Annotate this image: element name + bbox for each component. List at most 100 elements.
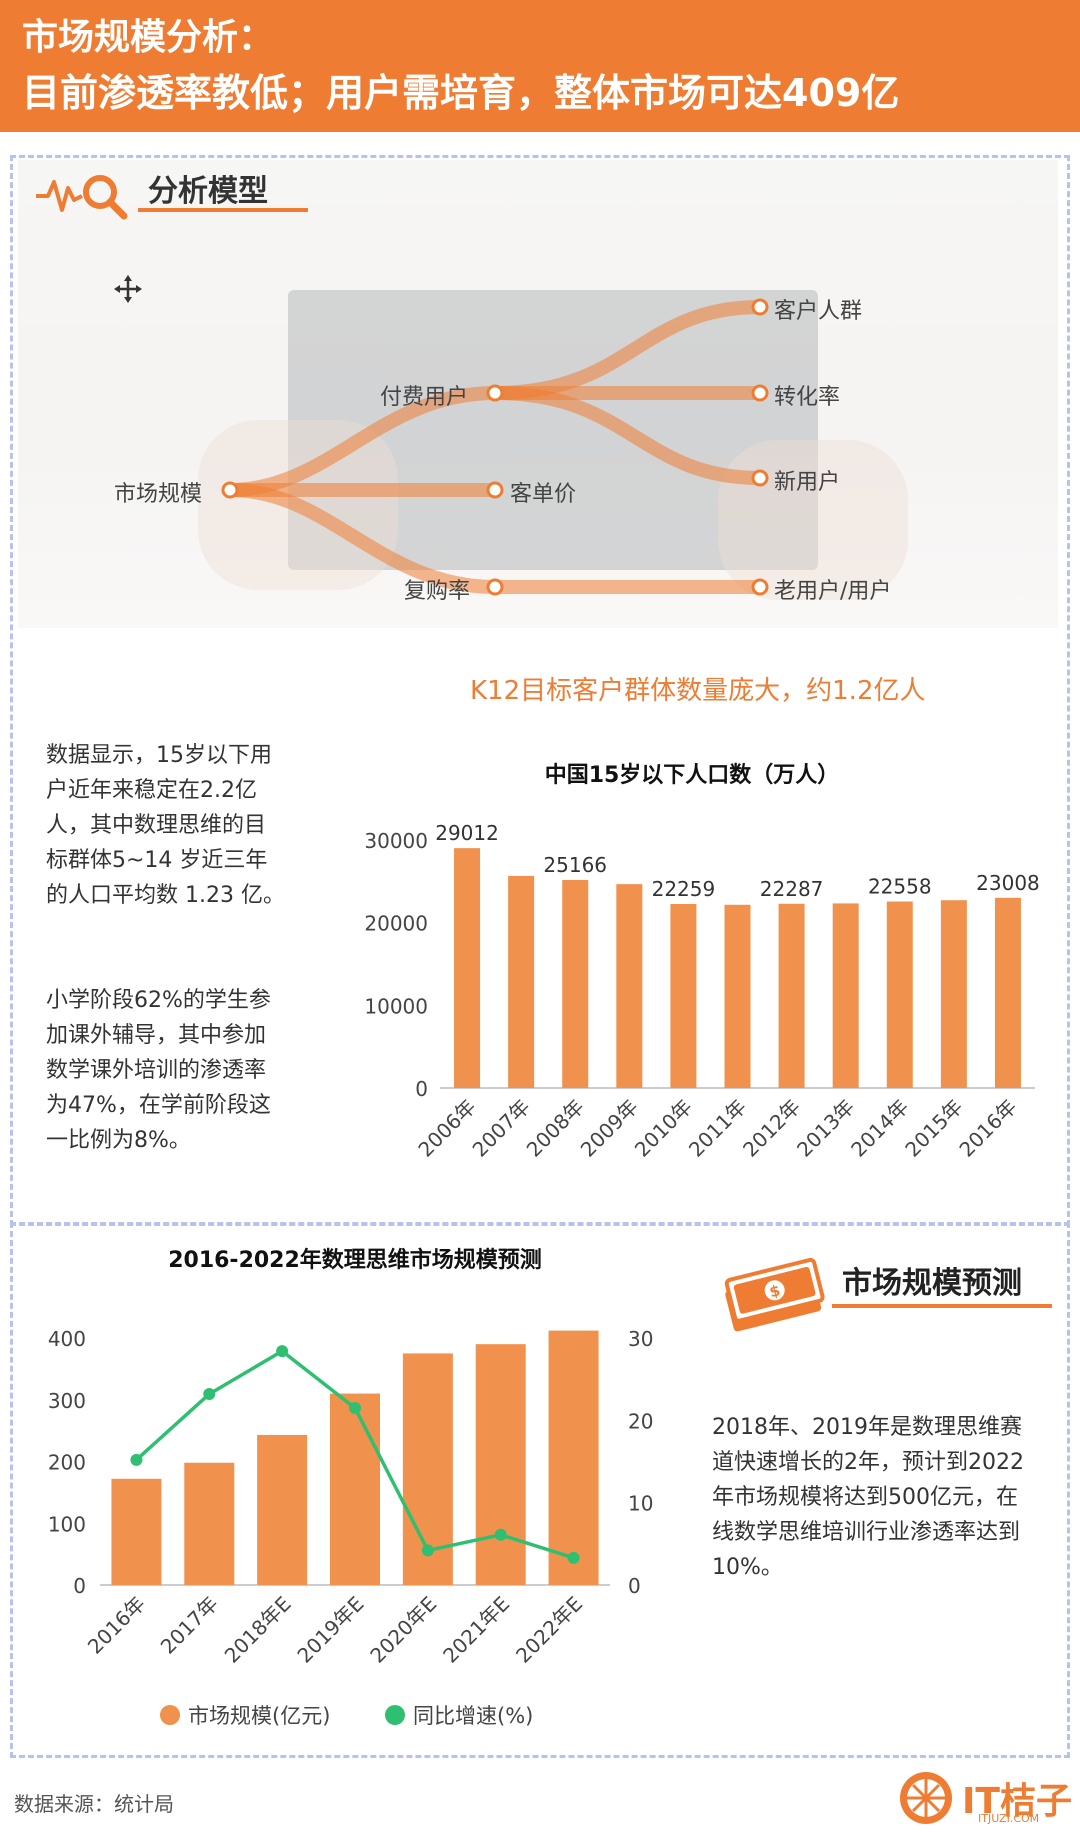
chart2-y-tick-right: 20 [628, 1409, 653, 1433]
chart1-bar [508, 875, 535, 1088]
node-dot-customer [751, 298, 769, 316]
chart1-bar [616, 884, 643, 1088]
node-unit-price: 客单价 [510, 482, 577, 507]
chart2-x-tick: 2020年E [365, 1592, 441, 1668]
chart2-y-tick-right: 30 [628, 1327, 653, 1351]
analysis-search-icon [36, 175, 128, 220]
header-title-line1: 市场规模分析： [22, 17, 275, 58]
forecast-combo-chart: 0 100 200 300 400 0 10 20 30 2016年 2017年2018年E2019… [48, 1327, 654, 1728]
chart1-bar [724, 904, 751, 1088]
legend-line-label: 同比增速(%) [413, 1704, 533, 1728]
node-paying-users: 付费用户 [380, 385, 469, 410]
chart1-x-tick: 2010年 [630, 1095, 697, 1162]
chart1-data-label: 23008 [976, 871, 1040, 895]
chart2-x-tick: 2021年E [438, 1592, 514, 1668]
flow-market-to-repurchase [223, 483, 502, 594]
logo-orange-icon [900, 1772, 952, 1824]
chart1-bar [886, 901, 913, 1088]
chart2-growth-point [130, 1453, 143, 1466]
forecast-paragraph: 2018年、2019年是数理思维赛道快速增长的2年，预计到2022年市场规模将达… [712, 1415, 1024, 1580]
node-new-users: 新用户 [774, 470, 841, 495]
forecast-title-underline [832, 1304, 1052, 1308]
chart2-y-tick-right: 0 [628, 1574, 641, 1598]
node-repurchase-rate: 复购率 [404, 579, 471, 604]
k12-headline: K12目标客户群体数量庞大，约1.2亿人 [470, 676, 926, 706]
chart2-x-tick: 2022年E [511, 1592, 587, 1668]
chart2-growth-point [349, 1401, 361, 1414]
node-dot-old [751, 578, 769, 596]
legend-line-swatch [385, 1705, 405, 1725]
chart1-x-tick: 2013年 [792, 1095, 859, 1162]
chart2-growth-point [276, 1345, 289, 1358]
chart1-x-tick: 2007年 [468, 1095, 535, 1162]
chart1-x-tick: 2015年 [900, 1095, 967, 1162]
node-dot-repurchase [486, 578, 504, 596]
chart2-x-tick: 2018年E [220, 1592, 296, 1668]
background-photo [18, 160, 1058, 628]
chart1-data-label: 29012 [435, 821, 499, 845]
chart2-growth-point [203, 1387, 216, 1400]
chart2-bar [330, 1393, 380, 1585]
chart1-y-tick: 0 [415, 1077, 428, 1101]
chart2-y-tick-left: 200 [48, 1451, 86, 1475]
chart2-growth-point [421, 1544, 434, 1557]
chart1-x-tick: 2011年 [684, 1095, 751, 1162]
flow-paying-to-customer [488, 300, 767, 400]
panel-bottom [10, 1222, 1070, 1758]
node-dot-new [751, 469, 769, 487]
node-dot-market [221, 481, 239, 499]
header-banner: 市场规模分析： 目前渗透率教低；用户需培育，整体市场可达409亿 [0, 0, 1080, 132]
node-market-size: 市场规模 [114, 482, 203, 507]
flow-paying-to-new [488, 386, 767, 485]
chart2-bar [184, 1462, 235, 1585]
population-paragraph-1: 数据显示，15岁以下用户近年来稳定在2.2亿人，其中数理思维的目标群体5~14 … [46, 743, 285, 908]
chart1-x-tick: 2014年 [846, 1095, 913, 1162]
chart1-x-tick: 2006年 [413, 1095, 480, 1162]
chart2-title: 2016-2022年数理思维市场规模预测 [168, 1248, 542, 1273]
node-conversion-rate: 转化率 [774, 385, 841, 410]
chart2-y-tick-left: 300 [48, 1389, 86, 1413]
chart2-bar [257, 1434, 308, 1585]
chart1-y-tick: 20000 [364, 912, 428, 936]
chart2-y-tick-right: 10 [628, 1492, 653, 1516]
chart1-bar [832, 903, 859, 1088]
data-source: 数据来源：统计局 [14, 1792, 174, 1816]
chart2-bar [548, 1330, 599, 1585]
chart1-x-tick: 2008年 [522, 1095, 589, 1162]
logo-text: IT桔子 [962, 1781, 1072, 1822]
node-old-users: 老用户/用户 [774, 579, 892, 604]
model-flow-diagram [221, 298, 769, 596]
legend-bar-label: 市场规模(亿元) [188, 1704, 330, 1728]
node-customer-group: 客户人群 [774, 299, 863, 324]
chart2-y-tick-left: 100 [48, 1512, 86, 1536]
logo-subtext: ITJUZI.COM [978, 1812, 1040, 1825]
chart1-y-tick: 30000 [364, 829, 428, 853]
chart2-y-tick-left: 0 [73, 1574, 86, 1598]
money-icon: $ [724, 1257, 825, 1332]
chart1-bar [940, 900, 967, 1088]
move-icon[interactable] [114, 275, 142, 303]
population-paragraph-2: 小学阶段62%的学生参加课外辅导，其中参加数学课外培训的渗透率为47%，在学前阶… [46, 988, 271, 1153]
chart1-data-label: 22259 [652, 877, 716, 901]
chart1-x-tick: 2012年 [738, 1095, 805, 1162]
chart1-bar [670, 903, 697, 1088]
chart1-x-tick: 2009年 [576, 1095, 643, 1162]
chart1-data-label: 22287 [760, 877, 824, 901]
chart1-bar [454, 848, 481, 1088]
legend-bar-swatch [160, 1705, 180, 1725]
chart1-y-tick: 10000 [364, 994, 428, 1018]
node-dot-price [486, 481, 504, 499]
chart1-data-label: 25166 [543, 853, 607, 877]
chart1-title: 中国15岁以下人口数（万人） [544, 763, 840, 788]
chart2-growth-point [567, 1551, 580, 1564]
node-dot-conversion [751, 384, 769, 402]
chart2-growth-point [494, 1528, 507, 1541]
chart2-x-tick: 2016年 [83, 1592, 150, 1659]
node-dot-paying [486, 384, 504, 402]
chart1-bar [778, 903, 805, 1088]
chart2-x-tick: 2019年E [292, 1592, 368, 1668]
chart1-bar [994, 897, 1021, 1088]
svg-text:$: $ [768, 1281, 782, 1301]
chart2-y-tick-left: 400 [48, 1327, 86, 1351]
